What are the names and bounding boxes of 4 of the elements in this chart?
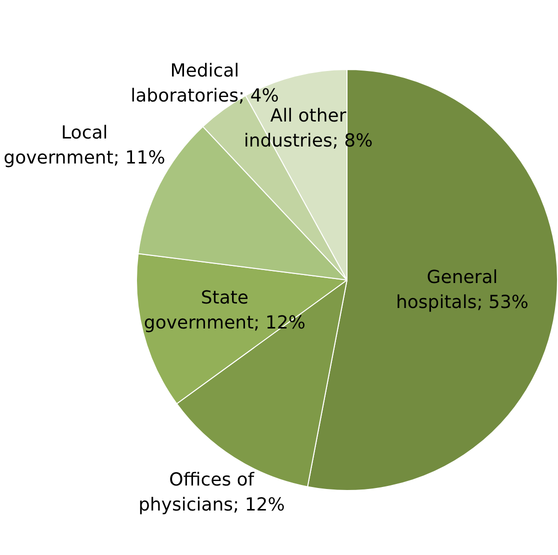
slice-label: Local government; 11% — [4, 122, 166, 168]
slice-label: General hospitals; 53% — [396, 267, 529, 314]
slice-label: Offices of physicians; 12% — [138, 469, 285, 516]
slice-label: Medical laboratories; 4% — [130, 60, 279, 106]
